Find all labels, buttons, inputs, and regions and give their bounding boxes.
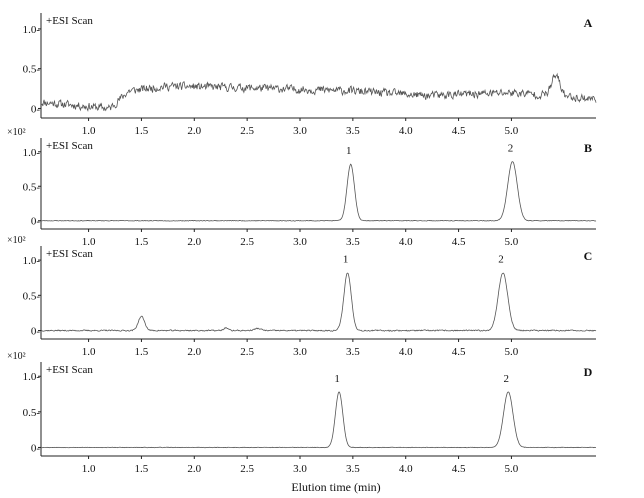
panel-b-y-tick-label: 1.0- [23,147,41,159]
panel-b-x-tick-label: 2.0 [187,236,201,248]
panel-b-title: +ESI Scan [46,140,93,152]
panel-a-y-tick-label: 0.5- [23,64,41,76]
panel-d-x-tick-label: 1.0 [82,463,96,475]
panel-a-x-tick-label: 4.0 [399,125,413,137]
panel-a-title: +ESI Scan [46,15,93,27]
panel-b-x-tick-label: 2.5 [240,236,254,248]
panel-d-x-tick-label: 3.0 [293,463,307,475]
panel-c-peak-label: 1 [343,254,349,266]
panel-d-peak-label: 2 [504,373,510,385]
panel-c-x-tick-label: 1.0 [82,346,96,358]
panel-c-y-tick-label: 0- [31,326,41,338]
panel-b-x-tick-label: 3.0 [293,236,307,248]
panel-b-letter: B [584,141,592,155]
panel-c-x-tick-label: 4.0 [399,346,413,358]
panel-c-y-tick-label: 0.5- [23,290,41,302]
panel-c-x-tick-label: 3.5 [346,346,360,358]
x-axis-label: Elution time (min) [291,480,380,494]
panel-d-y-tick-label: 1.0- [23,371,41,383]
panel-a-x-tick-label: 1.5 [135,125,149,137]
panel-b-x-tick-label: 1.0 [82,236,96,248]
panel-b-y-tick-label: 0.5- [23,181,41,193]
panel-a-x-tick-label: 5.0 [505,125,519,137]
panel-d-y-tick-label: 0- [31,442,41,454]
panel-d-y-tick-label: 0.5- [23,407,41,419]
panel-a-x-tick-label: 3.0 [293,125,307,137]
panel-c-x-tick-label: 1.5 [135,346,149,358]
panel-d-x-tick-label: 5.0 [505,463,519,475]
panel-c-x-tick-label: 3.0 [293,346,307,358]
chromatogram-panels: 1.0- 0.5- 0- 1.0 1.5 2.0 2.5 3.0 3.5 4.0 4.5 5.0 +ES… [7,13,597,475]
panel-b-x-tick-label: 4.5 [452,236,466,248]
panel-b-trace [40,161,597,222]
panel-a-trace [40,72,597,112]
panel-b-x-tick-label: 1.5 [135,236,149,248]
panel-a-x-tick-label: 1.0 [82,125,96,137]
panel-c-trace [40,272,597,332]
panel-d-x-tick-label: 1.5 [135,463,149,475]
panel-d-trace [40,391,597,449]
panel-c-x-tick-label: 2.0 [187,346,201,358]
panel-b: 1.0- 0.5- 0- 1.0 1.5 2.0 2.5 3.0 3.5 4.0 4.5 5.0 ×10… [7,127,597,248]
panel-c-letter: C [584,249,593,263]
panel-a-y-tick-label: 0- [31,103,41,115]
panel-a-x-tick-label: 3.5 [346,125,360,137]
panel-a: 1.0- 0.5- 0- 1.0 1.5 2.0 2.5 3.0 3.5 4.0 4.5 5.0 +ES… [23,13,597,137]
panel-d-x-tick-label: 3.5 [346,463,360,475]
panel-d-x-tick-label: 2.5 [240,463,254,475]
panel-c-scale-multiplier: ×10² [7,235,26,246]
panel-d-scale-multiplier: ×10² [7,351,26,362]
panel-c-x-tick-label: 2.5 [240,346,254,358]
panel-b-peak-label: 2 [508,142,514,154]
panel-d-x-tick-label: 4.0 [399,463,413,475]
panel-b-x-tick-label: 5.0 [505,236,519,248]
panel-b-y-tick-label: 0- [31,216,41,228]
panel-a-letter: A [584,16,593,30]
panel-d-letter: D [584,365,593,379]
panel-c-peak-label: 2 [498,254,504,266]
panel-c-x-tick-label: 5.0 [505,346,519,358]
panel-b-peak-label: 1 [346,145,352,157]
panel-c-title: +ESI Scan [46,248,93,260]
panel-a-y-tick-label: 1.0- [23,24,41,36]
panel-a-x-tick-label: 4.5 [452,125,466,137]
panel-b-x-tick-label: 3.5 [346,236,360,248]
panel-d-title: +ESI Scan [46,364,93,376]
panel-c-x-tick-label: 4.5 [452,346,466,358]
panel-d-peak-label: 1 [334,373,340,385]
panel-b-x-tick-label: 4.0 [399,236,413,248]
panel-d-x-tick-label: 2.0 [187,463,201,475]
panel-a-x-tick-label: 2.5 [240,125,254,137]
panel-d: 1.0- 0.5- 0- 1.0 1.5 2.0 2.5 3.0 3.5 4.0 4.5 5.0 ×10… [7,351,597,475]
panel-c: 1.0- 0.5- 0- 1.0 1.5 2.0 2.5 3.0 3.5 4.0 4.5 5.0 ×10… [7,235,597,358]
panel-d-x-tick-label: 4.5 [452,463,466,475]
panel-c-y-tick-label: 1.0- [23,255,41,267]
panel-b-scale-multiplier: ×10² [7,127,26,138]
panel-a-x-tick-label: 2.0 [187,125,201,137]
